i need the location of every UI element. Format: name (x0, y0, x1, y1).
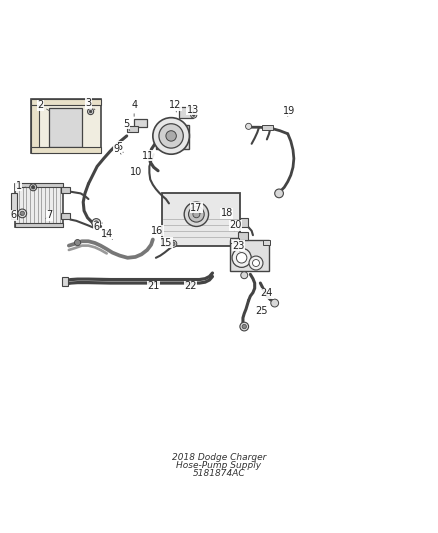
Text: 17: 17 (190, 203, 202, 213)
Text: 2: 2 (37, 100, 49, 110)
Circle shape (30, 184, 37, 191)
Bar (230, 239, 269, 271)
Bar (240, 218, 248, 228)
Circle shape (153, 118, 189, 154)
Circle shape (172, 242, 175, 246)
Text: 24: 24 (261, 288, 273, 298)
Text: 21: 21 (148, 281, 160, 291)
Text: 5181874AC: 5181874AC (193, 469, 245, 478)
Bar (15, 183, 63, 187)
Bar (179, 107, 193, 118)
Circle shape (237, 253, 247, 263)
Bar (61, 187, 70, 193)
Text: 8: 8 (102, 230, 110, 240)
Text: 19: 19 (283, 106, 295, 116)
Text: 6: 6 (93, 222, 102, 232)
Circle shape (275, 189, 283, 198)
Text: 13: 13 (187, 105, 199, 116)
Circle shape (187, 280, 194, 286)
Text: 25: 25 (255, 305, 268, 316)
Circle shape (253, 260, 259, 266)
Circle shape (32, 185, 35, 189)
Circle shape (88, 109, 94, 115)
Text: 9: 9 (113, 144, 121, 154)
Circle shape (241, 272, 248, 279)
Text: 15: 15 (160, 238, 173, 247)
Bar (15, 223, 63, 228)
Circle shape (271, 299, 279, 307)
Text: 3: 3 (85, 98, 95, 110)
Bar (61, 213, 70, 220)
Circle shape (192, 114, 195, 116)
Text: 10: 10 (130, 167, 142, 176)
Circle shape (18, 209, 27, 218)
Bar (261, 125, 272, 130)
Circle shape (246, 123, 252, 130)
Bar (11, 192, 18, 219)
Circle shape (170, 240, 177, 247)
Text: 5: 5 (116, 142, 123, 152)
Text: 14: 14 (101, 229, 113, 239)
Bar (230, 238, 239, 243)
Text: 1: 1 (16, 181, 28, 191)
Circle shape (242, 325, 247, 329)
Bar (134, 118, 147, 127)
Text: 7: 7 (46, 210, 53, 220)
Bar (127, 126, 138, 133)
Bar (31, 147, 101, 154)
Text: 6: 6 (11, 210, 21, 220)
Circle shape (74, 239, 81, 246)
Circle shape (92, 219, 101, 228)
Bar (31, 99, 39, 154)
Text: 18: 18 (221, 208, 233, 219)
Circle shape (166, 131, 177, 141)
Text: 11: 11 (142, 150, 155, 160)
Circle shape (240, 322, 249, 331)
Circle shape (193, 211, 200, 218)
Bar (62, 277, 67, 286)
Text: 5: 5 (124, 119, 130, 131)
Circle shape (191, 112, 197, 118)
Bar (31, 99, 101, 154)
Text: 20: 20 (230, 220, 242, 231)
Bar (15, 184, 63, 228)
Circle shape (188, 206, 204, 222)
Text: 12: 12 (170, 100, 182, 112)
Text: 23: 23 (233, 240, 245, 251)
Circle shape (94, 221, 99, 225)
Text: 16: 16 (151, 226, 163, 236)
Bar (156, 125, 188, 149)
Circle shape (20, 211, 25, 215)
Bar (49, 108, 82, 147)
Text: 2018 Dodge Charger: 2018 Dodge Charger (172, 454, 266, 463)
Text: 22: 22 (184, 281, 197, 291)
Bar (262, 239, 270, 245)
Text: 4: 4 (131, 100, 137, 116)
Circle shape (159, 124, 184, 148)
Circle shape (89, 110, 92, 113)
Circle shape (249, 256, 263, 270)
Bar (31, 99, 101, 106)
Text: Hose-Pump Supply: Hose-Pump Supply (177, 462, 261, 470)
Circle shape (232, 248, 251, 268)
Bar (162, 193, 240, 246)
Circle shape (184, 202, 208, 227)
Bar (238, 232, 248, 239)
